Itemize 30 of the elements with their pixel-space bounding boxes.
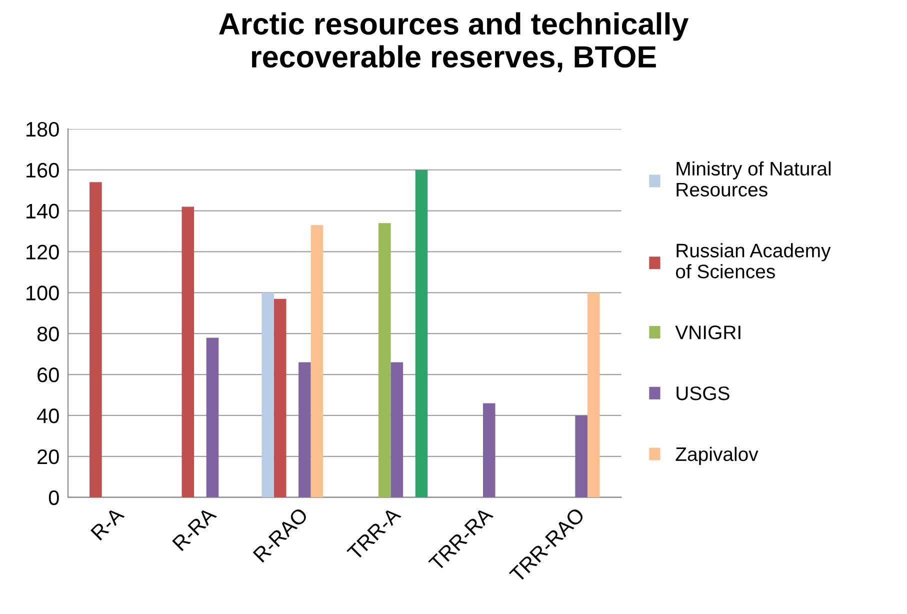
bar <box>587 292 600 498</box>
legend-label: VNIGRI <box>675 326 740 340</box>
legend-label: Zapivalov <box>676 446 758 465</box>
x-tick-label: R-A <box>90 506 125 541</box>
y-tick-label: 40 <box>37 408 59 424</box>
y-tick-label: 60 <box>38 368 59 382</box>
y-tick-label: 80 <box>37 326 59 342</box>
y-tick-label: 140 <box>26 204 59 219</box>
bar <box>206 338 219 498</box>
bar <box>90 182 102 498</box>
legend-label: Russian Academy of Sciences <box>676 243 831 278</box>
bar <box>182 206 194 498</box>
bar <box>262 292 274 498</box>
bar <box>390 362 404 498</box>
chart-title: Arctic resources and technically recoverable reserves, BTOE <box>219 12 689 72</box>
bar <box>274 298 286 498</box>
y-tick-label: 20 <box>38 449 59 464</box>
bar <box>415 170 428 498</box>
bar <box>378 223 391 498</box>
y-tick-label: 120 <box>26 244 59 260</box>
legend-label: USGS <box>676 386 730 400</box>
y-tick-label: 0 <box>48 490 59 506</box>
bar <box>482 403 496 498</box>
bar <box>298 362 311 498</box>
legend-label: Ministry of Natural Resources <box>676 161 831 197</box>
y-tick-label: 180 <box>26 122 59 137</box>
y-tick-label: 100 <box>26 286 59 300</box>
y-tick-label: 160 <box>26 162 59 178</box>
bar <box>575 415 588 498</box>
bar <box>310 225 324 498</box>
